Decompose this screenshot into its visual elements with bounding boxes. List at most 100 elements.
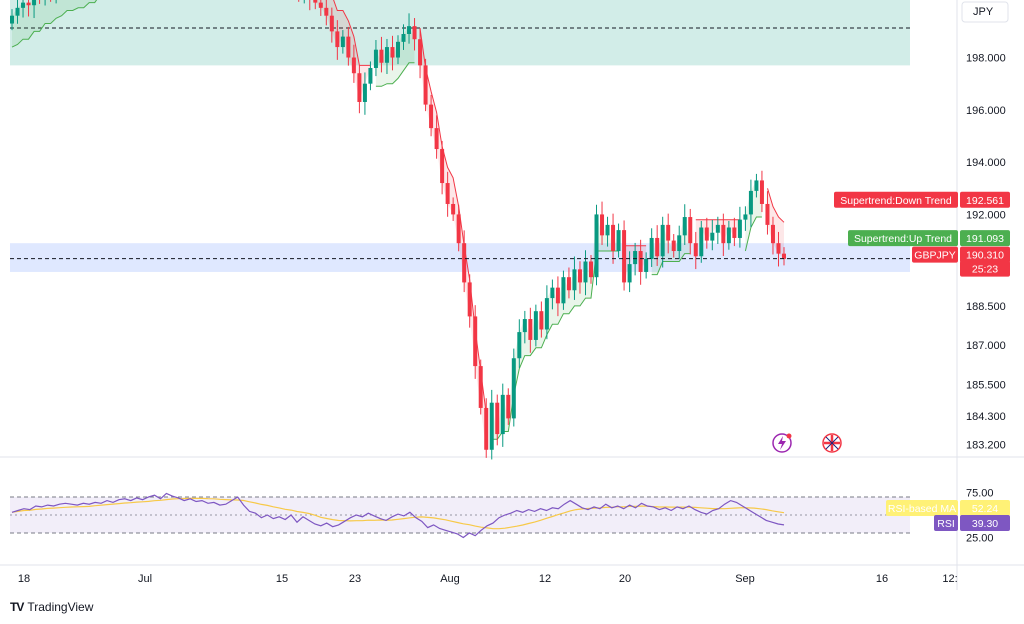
supertrend-up-label-bg	[848, 230, 958, 247]
x-tick-label: Aug	[440, 573, 460, 585]
candle	[517, 332, 522, 359]
supply-zone	[10, 0, 910, 66]
candle	[351, 57, 356, 74]
y-tick-label: 184.300	[966, 411, 1006, 423]
candle	[671, 240, 676, 252]
candle	[467, 282, 472, 317]
last-price-value: 190.310	[966, 250, 1004, 262]
candle	[32, 0, 37, 6]
candle	[533, 311, 538, 340]
candle	[484, 407, 489, 450]
candle	[754, 180, 759, 191]
candle	[407, 26, 412, 34]
supertrend-fill	[651, 217, 691, 275]
candle	[396, 41, 400, 58]
candle	[324, 7, 329, 16]
lightning-glyph	[778, 436, 786, 450]
candle	[721, 224, 726, 244]
candles[interactable]	[10, 0, 786, 460]
supertrend-fill	[312, 0, 371, 102]
supertrend-up-line	[651, 253, 691, 276]
candle	[677, 235, 682, 252]
rsi-value-bg	[960, 515, 1010, 531]
candle	[748, 190, 753, 215]
candle	[633, 251, 638, 265]
candle	[340, 36, 345, 48]
last-price-value-bg	[960, 246, 1010, 263]
candle	[655, 237, 660, 257]
candle	[776, 243, 781, 254]
candle	[699, 227, 704, 257]
rsi-pane[interactable]	[10, 492, 910, 539]
candle	[506, 394, 511, 419]
candle	[346, 36, 351, 58]
rsi-label: RSI	[937, 518, 955, 530]
candle	[401, 33, 406, 42]
plot-background	[0, 0, 957, 565]
candle	[528, 319, 533, 340]
candle	[649, 237, 654, 259]
rsi-ma-label-bg	[886, 500, 958, 516]
candle	[384, 47, 389, 63]
lightning-icon	[772, 433, 792, 453]
candle	[434, 128, 439, 150]
candle	[660, 224, 665, 257]
supertrend-down-label: Supertrend:Down Trend	[840, 195, 952, 207]
candle	[357, 73, 362, 102]
candle	[782, 253, 786, 259]
candle	[10, 15, 14, 24]
supertrend-down-line	[767, 188, 785, 223]
candle	[368, 67, 373, 84]
x-tick-label: 23	[349, 573, 361, 585]
demand-zone	[10, 243, 910, 272]
candle	[489, 402, 494, 450]
y-tick-label: 194.000	[966, 157, 1006, 169]
chart-icons[interactable]	[772, 433, 842, 453]
candle	[688, 217, 693, 244]
candle	[589, 261, 593, 278]
y-tick-label: 198.000	[966, 53, 1006, 65]
rsi-line	[11, 492, 785, 539]
x-tick-label: 16	[876, 573, 888, 585]
tradingview-logo-icon: TV	[10, 600, 24, 614]
candle	[313, 0, 318, 3]
candle	[600, 214, 605, 236]
candle	[583, 261, 588, 283]
rsi-tick-label: 25.00	[966, 533, 994, 545]
candle	[522, 319, 527, 333]
x-tick-label: Sep	[735, 573, 755, 585]
candle	[335, 31, 340, 48]
rsi-label-bg	[934, 515, 958, 531]
candle	[743, 214, 748, 220]
currency-box	[961, 1, 1009, 23]
countdown-value-bg	[960, 260, 1010, 277]
candle	[555, 287, 560, 304]
candle	[561, 277, 566, 304]
candle	[710, 232, 715, 241]
y-tick-label: 187.000	[966, 340, 1006, 352]
candle	[511, 358, 516, 419]
rsi-ma-line	[11, 497, 785, 530]
candle	[429, 104, 434, 129]
x-tick-label: Jul	[138, 573, 152, 585]
supertrend-down-value-bg	[960, 191, 1010, 208]
supertrend-fill	[767, 188, 784, 259]
candle	[577, 269, 582, 283]
candle	[478, 366, 483, 408]
supertrend-up-value-bg	[960, 230, 1010, 247]
candle	[682, 217, 687, 236]
candle	[473, 316, 478, 367]
candle	[539, 311, 544, 330]
candle	[566, 277, 571, 291]
tradingview-branding[interactable]: TV TradingView	[10, 600, 93, 614]
countdown-value: 25:23	[972, 264, 998, 276]
candle	[737, 219, 742, 238]
symbol-label: GBPJPY	[914, 250, 955, 262]
candle	[605, 224, 610, 236]
candle	[550, 287, 555, 299]
rsi-ma-value: 52.24	[972, 503, 998, 515]
candle	[666, 224, 671, 241]
x-tick-label: 18	[18, 573, 30, 585]
candle	[379, 49, 384, 63]
